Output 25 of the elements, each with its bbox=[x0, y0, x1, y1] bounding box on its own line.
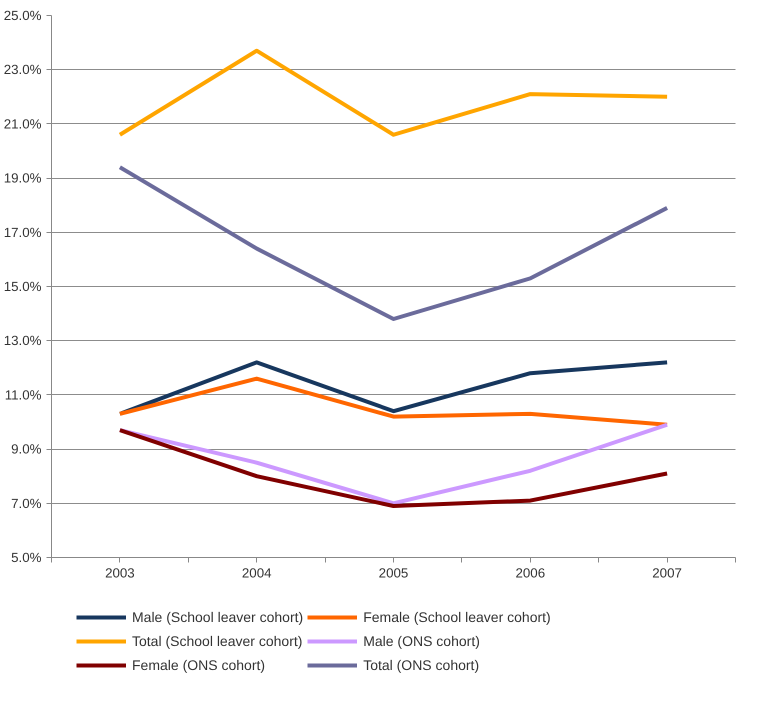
y-tick-label: 5.0% bbox=[11, 550, 42, 565]
y-tick-label: 11.0% bbox=[4, 387, 42, 402]
legend-label: Total (School leaver cohort) bbox=[132, 633, 302, 649]
legend-label: Female (ONS cohort) bbox=[132, 657, 266, 673]
x-tick-label: 2005 bbox=[378, 566, 408, 580]
y-tick-label: 23.0% bbox=[4, 62, 42, 78]
legend-label: Female (School leaver cohort) bbox=[363, 609, 551, 625]
x-tick-label: 2003 bbox=[105, 566, 135, 580]
y-tick-label: 15.0% bbox=[4, 279, 42, 294]
y-tick-label: 17.0% bbox=[4, 224, 42, 240]
line-series bbox=[118, 165, 670, 322]
y-tick-label: 13.0% bbox=[4, 333, 42, 348]
line-series bbox=[118, 48, 670, 137]
y-tick-label: 19.0% bbox=[4, 170, 42, 186]
y-tick-label: 7.0% bbox=[11, 496, 42, 511]
y-tick-label: 21.0% bbox=[4, 116, 42, 132]
y-tick-label: 9.0% bbox=[11, 442, 42, 457]
legend-label: Total (ONS cohort) bbox=[363, 657, 480, 673]
x-tick-label: 2004 bbox=[242, 566, 272, 580]
legend-label: Male (ONS cohort) bbox=[363, 633, 480, 649]
x-tick-label: 2006 bbox=[515, 566, 546, 580]
y-tick-label: 25.0% bbox=[4, 8, 42, 23]
x-tick-label: 2007 bbox=[652, 566, 682, 580]
line-series bbox=[118, 376, 670, 427]
legend-label: Male (School leaver cohort) bbox=[132, 609, 304, 625]
